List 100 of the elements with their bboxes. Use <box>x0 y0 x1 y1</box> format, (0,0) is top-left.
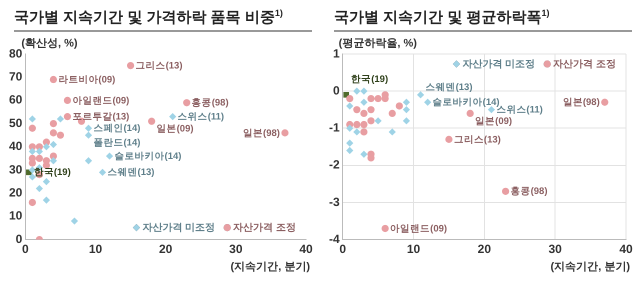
point <box>367 94 375 102</box>
y-tick-label: 1 <box>332 46 340 60</box>
point <box>466 110 474 117</box>
point <box>42 196 50 204</box>
point <box>50 140 58 148</box>
point <box>64 96 72 104</box>
y-tick-label: 10 <box>8 208 23 223</box>
point <box>50 120 58 128</box>
point <box>396 102 403 110</box>
point <box>424 98 432 106</box>
x-tick-label: 20 <box>478 242 492 256</box>
point <box>346 102 354 110</box>
point <box>367 106 375 114</box>
point <box>84 157 92 164</box>
annotation: 스웨덴(13) <box>426 82 472 94</box>
annotation: 홍콩(98) <box>510 186 548 198</box>
point <box>346 146 354 154</box>
legend-label: 자산가격 조정 <box>233 222 296 234</box>
point <box>36 148 43 156</box>
annotation: 포르투갈(13) <box>72 112 130 123</box>
point <box>402 98 410 106</box>
y-tick-label: -4 <box>329 232 340 246</box>
y-tick-label: 50 <box>8 116 23 130</box>
point <box>36 154 43 162</box>
y-axis-title: (확산성, %) <box>21 38 78 50</box>
point <box>28 148 36 156</box>
point <box>148 118 156 125</box>
y-tick-label: 60 <box>8 92 23 107</box>
y-tick-label: -2 <box>329 158 340 172</box>
point <box>601 98 608 106</box>
annotation: 아일랜드(09) <box>390 223 448 234</box>
point <box>388 110 396 117</box>
y-tick-label: 80 <box>8 46 23 60</box>
annotation: 일본(98) <box>243 128 280 139</box>
annotation: 한국(19) <box>34 167 71 178</box>
point <box>28 198 36 206</box>
point <box>126 62 134 70</box>
x-axis-title: (지속기간, 분기) <box>550 261 630 274</box>
annotation: 홍콩(98) <box>192 98 229 109</box>
annotation: 일본(98) <box>562 97 600 108</box>
point <box>56 115 64 123</box>
y-tick-label: 20 <box>8 186 23 200</box>
chart-title: 국가별 지속기간 및 평균하락폭$^{1)}$ <box>334 8 632 32</box>
x-tick-label: 20 <box>158 242 173 256</box>
x-axis-title: (지속기간, 분기) <box>230 261 310 274</box>
y-tick-label: 0 <box>332 83 340 98</box>
annotation: 스위스(11) <box>178 112 224 123</box>
point <box>402 117 410 124</box>
x-tick-label: 30 <box>229 242 243 256</box>
point <box>50 129 58 136</box>
point <box>353 128 360 136</box>
point <box>346 94 354 102</box>
chart-title: 국가별 지속기간 및 가격하락 품목 비중$^{1)}$ <box>14 8 312 32</box>
annotation: 폴란드(14) <box>93 138 140 149</box>
point <box>353 106 360 114</box>
annotation: 일본(09) <box>156 124 194 135</box>
point <box>70 217 78 225</box>
point <box>416 91 424 98</box>
annotation: 스페인(14) <box>93 123 140 134</box>
annotation: 라트비아(09) <box>58 74 116 86</box>
x-tick-label: 10 <box>406 242 420 256</box>
point <box>183 99 190 106</box>
annotation: 그리스(13) <box>136 60 182 72</box>
point <box>388 128 396 136</box>
point <box>281 129 289 136</box>
point <box>106 152 114 160</box>
point <box>42 143 50 150</box>
point <box>84 124 92 132</box>
annotation: 슬로바키아(14) <box>114 150 182 162</box>
point <box>169 113 176 120</box>
x-tick-label: 40 <box>299 242 313 256</box>
point <box>402 106 410 114</box>
point <box>360 120 368 128</box>
y-tick-label: -1 <box>329 120 340 135</box>
point <box>367 117 375 124</box>
point <box>346 124 354 132</box>
legend-label: 자산가격 미조정 <box>462 58 536 70</box>
point <box>353 120 360 128</box>
point <box>36 184 43 192</box>
point <box>28 115 36 123</box>
point <box>374 94 382 102</box>
point <box>374 117 382 124</box>
point <box>50 157 58 164</box>
point <box>56 132 64 139</box>
point <box>42 178 50 186</box>
point <box>98 168 106 176</box>
y-tick-label: 70 <box>8 70 23 84</box>
point <box>360 88 368 95</box>
annotation: 아일랜드(09) <box>72 95 130 106</box>
point <box>360 150 368 158</box>
point <box>50 76 58 84</box>
point <box>360 110 368 117</box>
point <box>84 132 92 139</box>
point <box>28 124 36 132</box>
annotation: 그리스(13) <box>454 134 501 146</box>
point <box>502 188 510 195</box>
legend-label: 자산가격 조정 <box>553 58 616 70</box>
legend-label: 자산가격 미조정 <box>142 222 216 234</box>
point <box>346 139 354 147</box>
point <box>445 136 453 143</box>
